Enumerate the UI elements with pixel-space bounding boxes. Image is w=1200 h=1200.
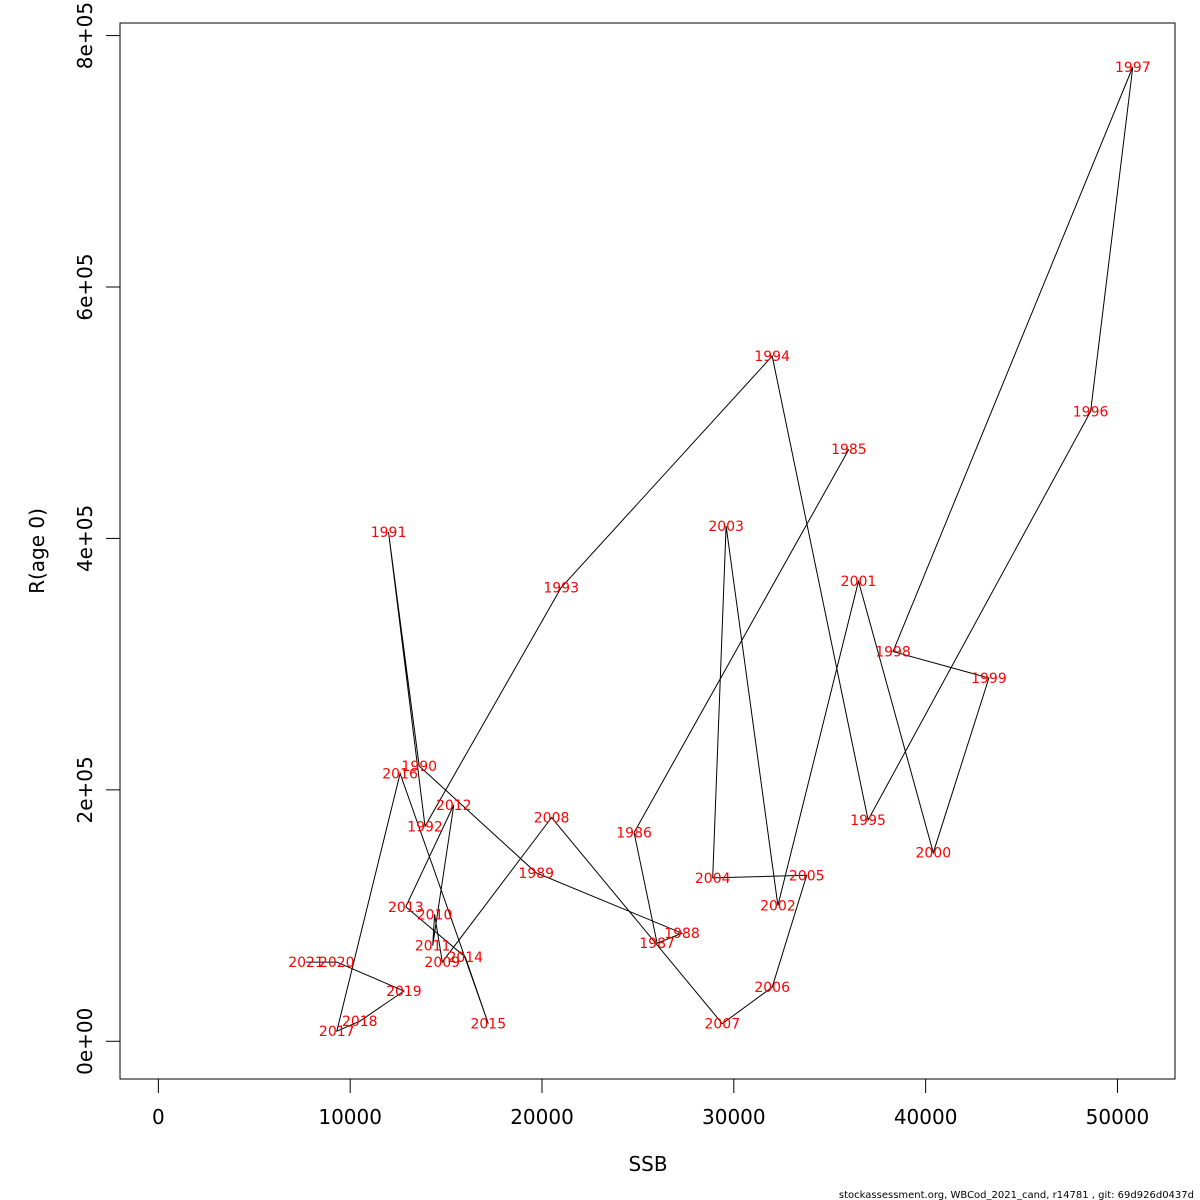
point-label-1999: 1999 <box>971 671 1007 687</box>
point-label-1995: 1995 <box>850 813 886 829</box>
point-label-2000: 2000 <box>915 846 951 862</box>
plot-frame <box>119 22 1176 1080</box>
point-label-2020: 2020 <box>319 955 355 971</box>
point-label-1986: 1986 <box>616 826 652 842</box>
point-label-2006: 2006 <box>754 980 790 996</box>
point-label-2010: 2010 <box>417 907 453 923</box>
x-tick-label: 20000 <box>510 1105 574 1129</box>
point-label-2004: 2004 <box>695 871 731 887</box>
y-tick-label: 6e+05 <box>73 253 97 320</box>
point-label-2015: 2015 <box>470 1017 506 1033</box>
x-tick-label: 30000 <box>702 1105 766 1129</box>
y-axis: 0e+00 2e+05 4e+05 6e+05 8e+05 <box>73 2 121 1075</box>
point-label-2003: 2003 <box>708 519 744 535</box>
point-label-1996: 1996 <box>1073 404 1109 420</box>
point-label-2005: 2005 <box>789 868 825 884</box>
point-label-2018: 2018 <box>342 1014 378 1030</box>
point-label-2021: 2021 <box>288 955 324 971</box>
point-label-2014: 2014 <box>447 950 483 966</box>
point-label-2007: 2007 <box>704 1017 740 1033</box>
x-axis: 0 10000 20000 30000 40000 50000 <box>152 1078 1150 1129</box>
x-tick-label: 40000 <box>894 1105 958 1129</box>
x-axis-label: SSB <box>628 1152 667 1176</box>
point-label-2016: 2016 <box>382 767 418 783</box>
point-label-2001: 2001 <box>841 574 877 590</box>
point-label-1992: 1992 <box>407 819 443 835</box>
point-label-2009: 2009 <box>424 955 460 971</box>
recruitment-line <box>306 66 1134 1033</box>
y-tick-label: 2e+05 <box>73 756 97 823</box>
point-label-1987: 1987 <box>639 936 675 952</box>
point-label-1985: 1985 <box>831 442 867 458</box>
x-tick-label: 0 <box>152 1105 165 1129</box>
point-label-2008: 2008 <box>534 811 570 827</box>
y-tick-label: 4e+05 <box>73 505 97 572</box>
point-label-1993: 1993 <box>543 580 579 596</box>
footer-credit: stockassessment.org, WBCod_2021_cand, r1… <box>839 1190 1194 1200</box>
point-label-1989: 1989 <box>518 866 554 882</box>
y-tick-label: 8e+05 <box>73 2 97 69</box>
y-axis-label: R(age 0) <box>25 508 49 594</box>
x-tick-label: 10000 <box>318 1105 382 1129</box>
series-path <box>306 66 1134 1033</box>
point-label-2002: 2002 <box>760 899 796 915</box>
y-tick-label: 0e+00 <box>73 1008 97 1075</box>
point-label-2019: 2019 <box>386 984 422 1000</box>
point-label-1991: 1991 <box>371 525 407 541</box>
point-label-2017: 2017 <box>319 1024 355 1040</box>
point-label-1994: 1994 <box>754 349 790 365</box>
x-tick-label: 50000 <box>1086 1105 1150 1129</box>
point-label-2013: 2013 <box>388 900 424 916</box>
point-label-2012: 2012 <box>436 798 472 814</box>
point-label-2011: 2011 <box>415 939 451 955</box>
point-label-1988: 1988 <box>664 926 700 942</box>
point-label-1990: 1990 <box>401 759 437 775</box>
point-label-1998: 1998 <box>875 645 911 661</box>
point-label-1997: 1997 <box>1115 60 1151 76</box>
